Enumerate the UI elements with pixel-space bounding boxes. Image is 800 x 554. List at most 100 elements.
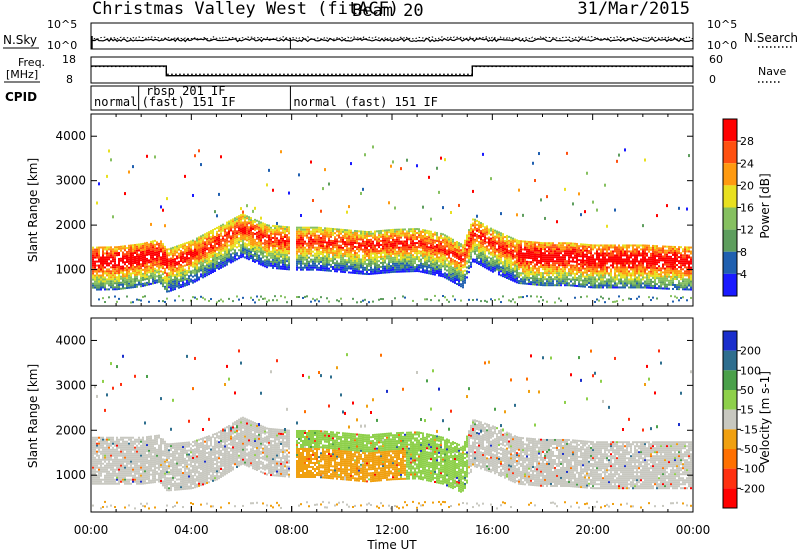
data-cell [226, 245, 228, 248]
data-cell [450, 237, 452, 240]
data-cell [156, 265, 158, 268]
data-cell [308, 236, 310, 239]
data-cell [360, 242, 362, 245]
data-cell [406, 240, 408, 243]
data-cell [314, 228, 316, 231]
data-cell [240, 256, 242, 259]
data-cell [196, 257, 198, 260]
data-cell [462, 280, 464, 283]
data-cell [98, 276, 100, 279]
data-cell [316, 268, 318, 271]
data-cell [298, 236, 300, 239]
nave-label: Nave [758, 65, 786, 78]
data-cell [262, 224, 264, 227]
data-cell [516, 259, 518, 262]
data-cell [156, 271, 158, 274]
data-cell [280, 239, 282, 242]
data-cell [444, 268, 446, 271]
data-cell [250, 253, 252, 256]
data-cell [556, 266, 558, 269]
data-cell [390, 241, 392, 244]
data-cell [458, 266, 460, 269]
data-cell [492, 268, 494, 271]
power-heatmap-data [92, 145, 692, 304]
data-cell [354, 271, 356, 274]
data-cell [158, 266, 160, 269]
data-cell [258, 238, 260, 241]
data-cell [194, 248, 196, 251]
data-cell [346, 247, 348, 250]
data-cell [544, 284, 546, 287]
data-cell [386, 231, 388, 234]
data-cell [96, 274, 98, 277]
data-cell [412, 270, 414, 273]
data-cell [278, 245, 280, 248]
clutter-cell [284, 296, 286, 299]
data-cell [436, 264, 438, 267]
data-cell [450, 257, 452, 260]
data-cell [462, 244, 464, 247]
data-cell [190, 264, 192, 267]
data-cell [450, 245, 452, 248]
data-cell [166, 258, 168, 261]
data-cell [116, 264, 118, 267]
data-cell [166, 254, 168, 257]
data-cell [130, 282, 132, 285]
data-cell [300, 260, 302, 263]
data-cell [110, 262, 112, 265]
data-cell [534, 243, 536, 246]
data-cell [516, 275, 518, 278]
data-cell [266, 232, 268, 235]
data-cell [330, 251, 332, 254]
data-cell [140, 285, 142, 288]
data-cell [348, 271, 350, 274]
data-cell [510, 260, 512, 263]
data-cell [358, 230, 360, 233]
data-cell [584, 275, 586, 278]
data-cell [220, 228, 222, 231]
data-cell [220, 238, 222, 241]
data-cell [242, 237, 244, 240]
data-cell [298, 242, 300, 245]
noise-left-tick-top: 10^5 [47, 18, 77, 31]
data-cell [436, 236, 438, 239]
data-cell [582, 279, 584, 282]
data-cell [114, 264, 116, 267]
data-cell [358, 250, 360, 253]
data-cell [120, 269, 122, 272]
data-cell [284, 235, 286, 238]
data-cell [314, 262, 316, 265]
data-cell [324, 231, 326, 234]
data-cell [132, 244, 134, 247]
data-cell [316, 238, 318, 241]
data-cell [112, 260, 114, 263]
data-cell [462, 282, 464, 285]
data-cell [404, 244, 406, 247]
data-cell [130, 278, 132, 281]
data-cell [298, 246, 300, 249]
data-cell [338, 236, 340, 239]
data-cell [368, 265, 370, 268]
data-cell [446, 275, 448, 278]
data-cell [554, 268, 556, 271]
data-cell [378, 268, 380, 271]
data-cell [302, 250, 304, 253]
data-cell [150, 250, 152, 253]
data-cell [244, 256, 246, 259]
data-cell [410, 266, 412, 269]
data-cell [390, 247, 392, 250]
data-cell [180, 266, 182, 269]
data-cell [278, 239, 280, 242]
data-cell [418, 228, 420, 231]
data-cell [116, 270, 118, 273]
data-cell [504, 258, 506, 261]
data-cell [380, 269, 382, 272]
data-cell [190, 260, 192, 263]
data-cell [476, 219, 478, 222]
data-cell [258, 232, 260, 235]
data-cell [236, 216, 238, 219]
data-cell [138, 259, 140, 262]
data-cell [528, 272, 530, 275]
data-cell [396, 262, 398, 265]
data-cell [92, 254, 94, 257]
